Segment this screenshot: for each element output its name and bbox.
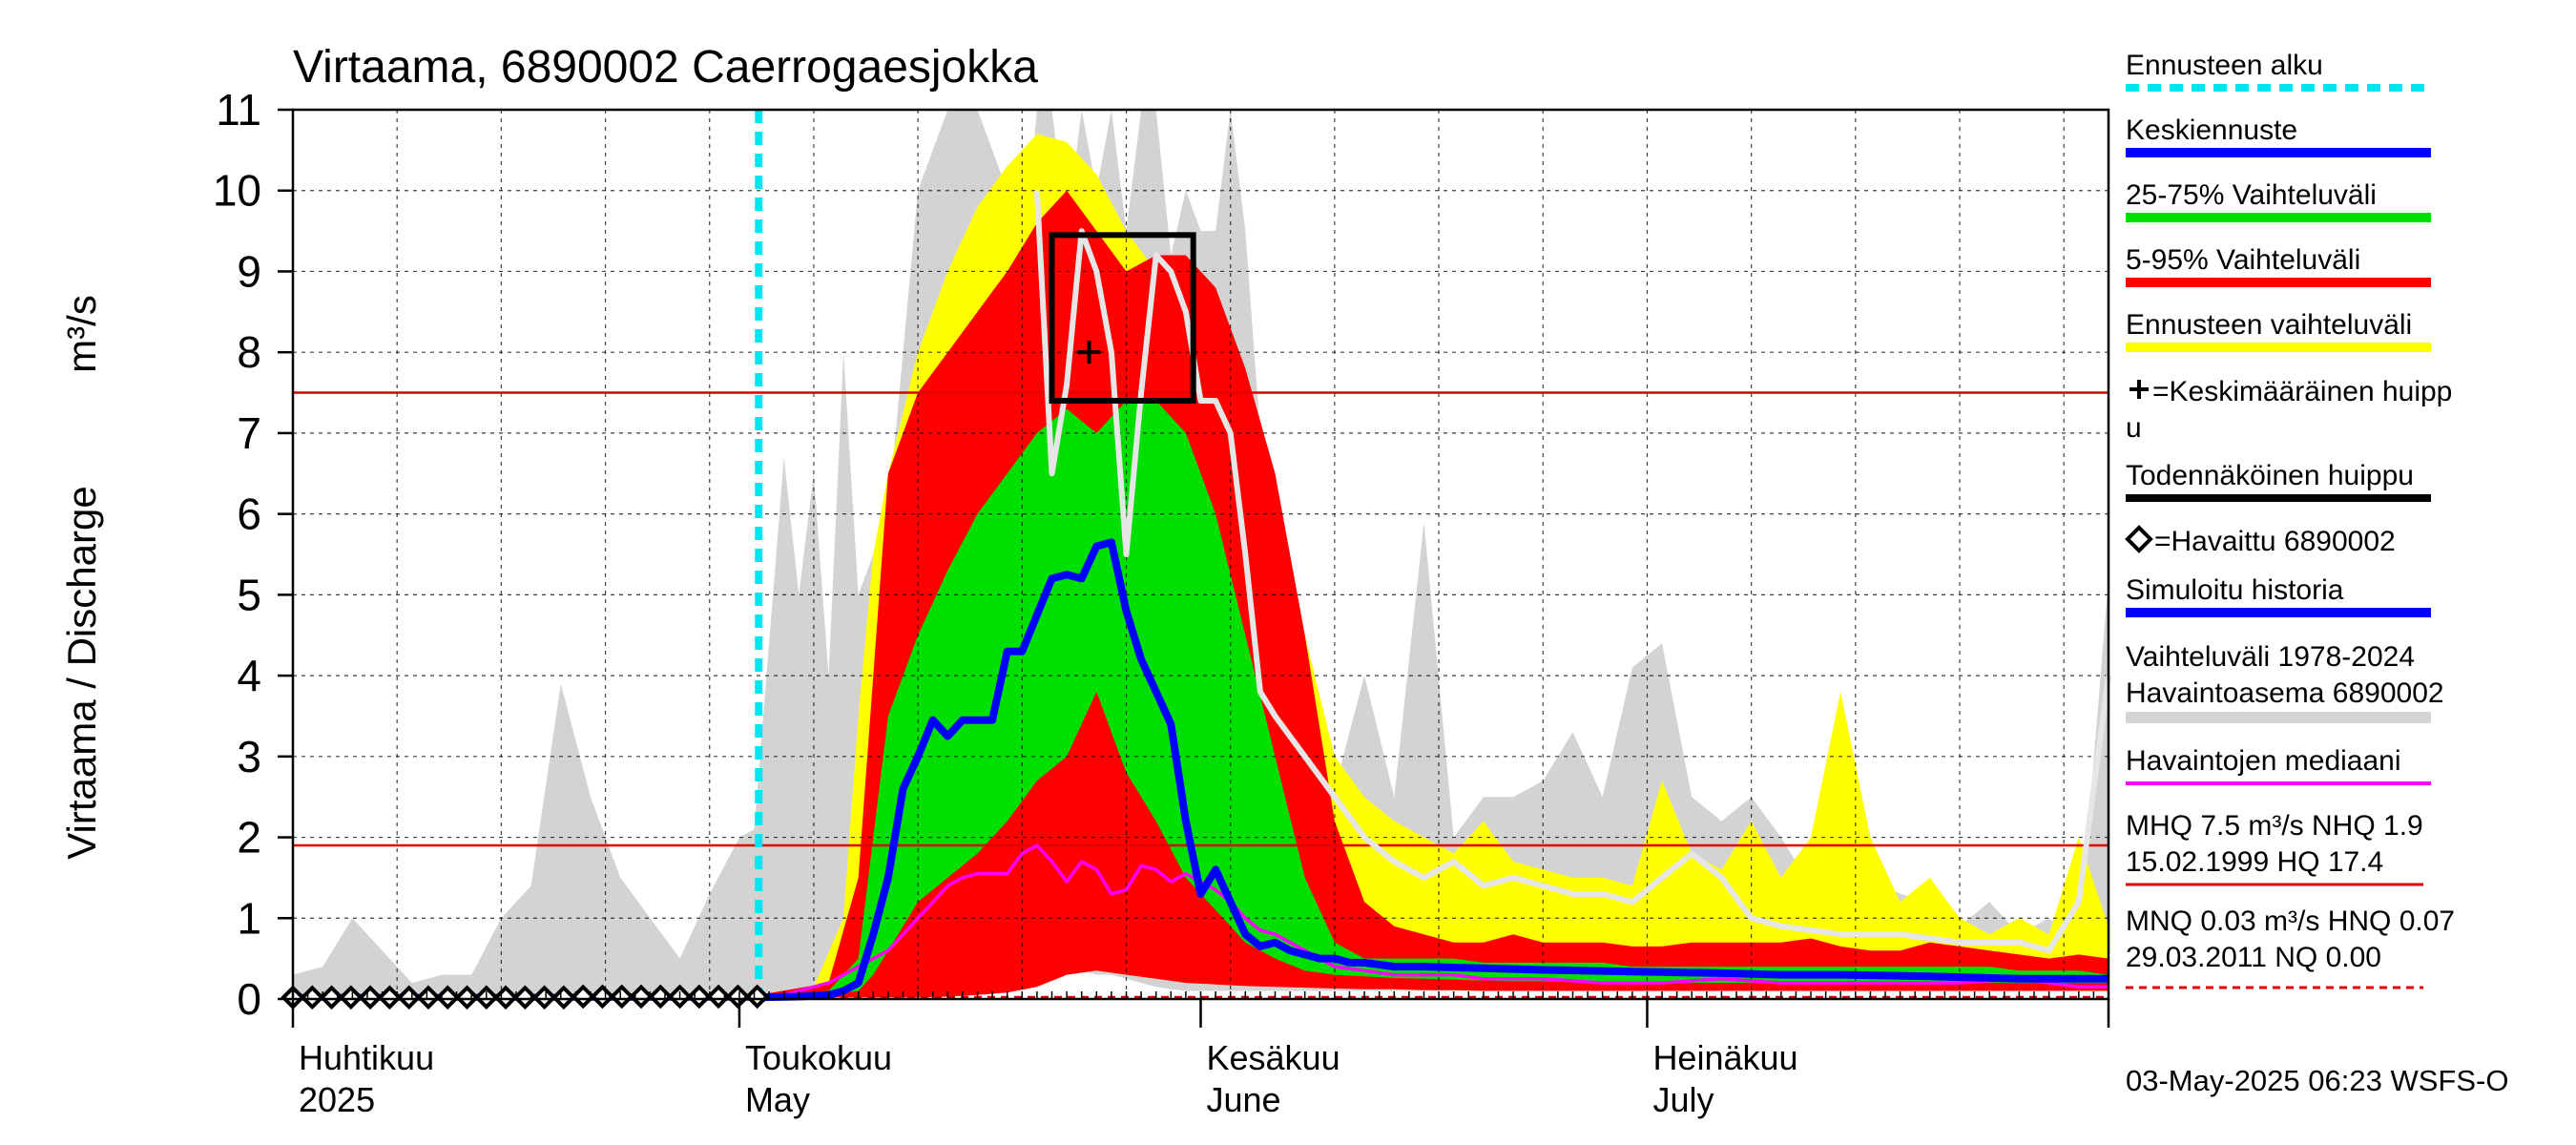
axis-labels: Virtaama, 6890002 Caerrogaesjokka Virtaa…	[59, 42, 1038, 860]
y-tick-label: 9	[237, 246, 261, 296]
historical-year-line	[1033, 190, 2111, 954]
y-axis-unit: m³/s	[59, 295, 104, 373]
legend-label: 5-95% Vaihteluväli	[2126, 244, 2360, 276]
x-tick-label-fi: Toukokuu	[745, 1038, 892, 1077]
x-tick-label-fi: Huhtikuu	[299, 1038, 434, 1077]
legend-label: Keskiennuste	[2126, 114, 2297, 146]
x-tick-label-en: 2025	[299, 1080, 375, 1119]
legend-swatch	[2125, 525, 2153, 553]
stats-line-2: 15.02.1999 HQ 17.4	[2126, 846, 2383, 878]
y-tick-label: 1	[237, 893, 261, 943]
legend-label: Havaintojen mediaani	[2126, 745, 2401, 777]
x-tick-label-en: May	[745, 1080, 810, 1119]
legend: Ennusteen alku Keskiennuste 25-75% Vaihtel…	[2125, 50, 2452, 785]
range-bands	[293, 110, 2109, 998]
x-tick-label-fi: Heinäkuu	[1652, 1038, 1797, 1077]
y-tick-label: 4	[237, 651, 261, 700]
legend-label: u	[2126, 412, 2142, 444]
y-tick-label: 7	[237, 408, 261, 458]
legend-label: Ennusteen alku	[2126, 50, 2323, 81]
y-tick-label: 0	[237, 974, 261, 1024]
probable-peak-box	[1049, 232, 1196, 405]
y-tick-label: 2	[237, 813, 261, 863]
timestamp: 03-May-2025 06:23 WSFS-O	[2126, 1064, 2508, 1097]
y-tick-label: 10	[213, 166, 261, 216]
observed-point	[744, 984, 770, 1010]
x-tick-label-fi: Kesäkuu	[1207, 1038, 1340, 1077]
stats-line-4: 29.03.2011 NQ 0.00	[2126, 942, 2381, 973]
x-tick-label-en: June	[1207, 1080, 1281, 1119]
series-lines	[280, 110, 2111, 1010]
y-tick-label: 8	[237, 327, 261, 377]
y-tick-label: 5	[237, 570, 261, 619]
forecast-mean-line	[758, 538, 2109, 1002]
statistics: MHQ 7.5 m³/s NHQ 1.9 15.02.1999 HQ 17.4 …	[2126, 810, 2455, 989]
x-tick-label-en: July	[1652, 1080, 1714, 1119]
y-tick-label: 11	[216, 85, 261, 135]
y-tick-label: 6	[237, 489, 261, 539]
legend-label: Todennäköinen huippu	[2126, 460, 2414, 491]
stats-line-3: MNQ 0.03 m³/s HNQ 0.07	[2126, 906, 2455, 937]
y-tick-label: 3	[237, 732, 261, 781]
plot-frame	[291, 108, 2110, 1028]
legend-label: Ennusteen vaihteluväli	[2126, 309, 2412, 341]
y-axis-label: Virtaama / Discharge	[59, 486, 104, 859]
legend-swatch	[2129, 380, 2149, 399]
mean-peak-marker	[1077, 341, 1101, 364]
legend-label: 25-75% Vaihteluväli	[2126, 179, 2377, 211]
chart-title: Virtaama, 6890002 Caerrogaesjokka	[293, 42, 1038, 93]
grid	[293, 109, 2109, 999]
legend-label: Havaintoasema 6890002	[2126, 677, 2444, 709]
legend-label: =Havaittu 6890002	[2154, 526, 2396, 557]
legend-label: Vaihteluväli 1978-2024	[2126, 641, 2415, 673]
y-tick-labels: 0 1 2 3 4 5 6 7 8 9 10 11	[213, 85, 293, 1024]
legend-label: Simuloitu historia	[2126, 574, 2344, 606]
stats-line-1: MHQ 7.5 m³/s NHQ 1.9	[2126, 810, 2423, 842]
observed-median-line	[293, 843, 2109, 1000]
legend-label: =Keskimääräinen huipp	[2152, 376, 2452, 407]
